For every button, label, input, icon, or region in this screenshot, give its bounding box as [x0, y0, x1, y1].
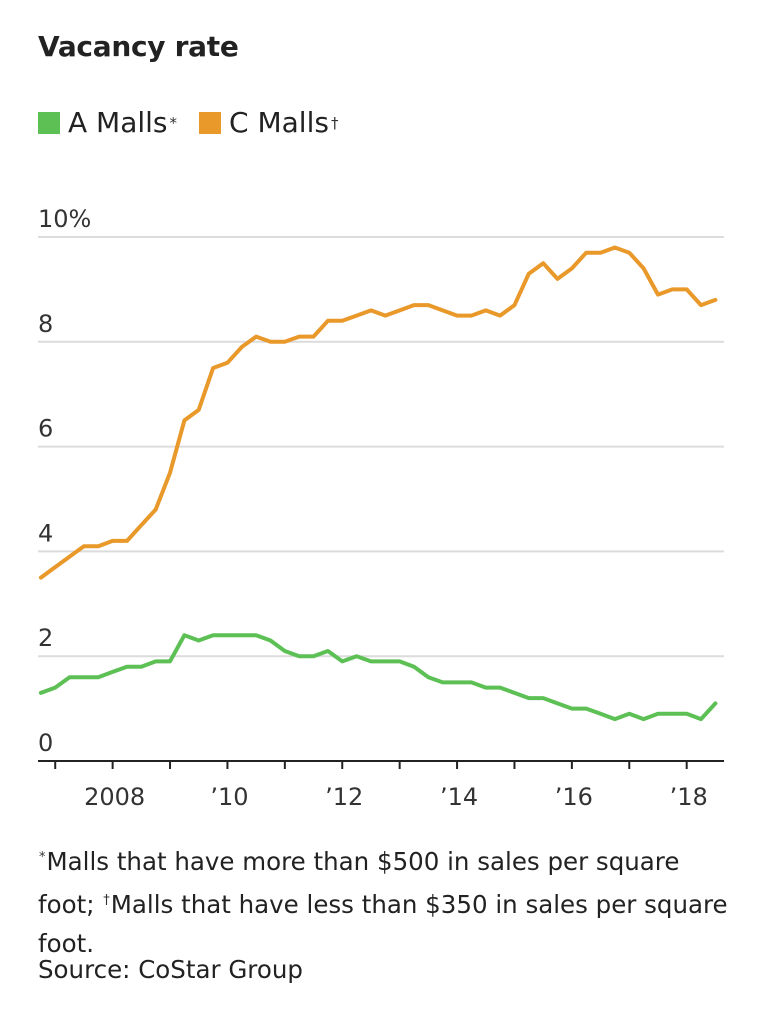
legend-item-c-malls: C Malls †: [199, 106, 338, 139]
y-tick-label: 8: [38, 310, 53, 338]
footnote-mark-c: †: [103, 893, 110, 909]
footnote: *Malls that have more than $500 in sales…: [38, 838, 738, 963]
footnote-text-c: Malls that have less than $350 in sales …: [38, 890, 728, 959]
legend-label-c-malls: C Malls: [229, 106, 329, 139]
footnote-mark-a: *: [39, 850, 46, 865]
legend-mark-c-malls: †: [330, 113, 339, 132]
y-tick-label: 4: [38, 519, 53, 547]
footnote-text-a: Malls that have more than $500 in sales …: [38, 847, 680, 920]
legend-swatch-a-malls: [38, 111, 60, 134]
legend-swatch-c-malls: [199, 111, 222, 134]
source-note: Source: CoStar Group: [38, 955, 303, 984]
x-tick-label: ’12: [325, 783, 363, 811]
x-tick-label: ’10: [210, 783, 248, 811]
x-tick-label: ’14: [440, 783, 478, 811]
y-tick-label: 10%: [38, 205, 91, 233]
legend-item-a-malls: A Malls *: [38, 106, 177, 139]
legend: A Malls * C Malls †: [38, 106, 360, 139]
y-tick-label: 2: [38, 624, 53, 652]
legend-mark-a-malls: *: [169, 113, 178, 132]
series-line-c-malls: [38, 245, 718, 580]
y-tick-label: 6: [38, 415, 53, 443]
line-chart: 0 2 4 6 8 10% 2008 ’10 ’12 ’14 ’16 ’18: [38, 205, 724, 811]
x-tick-label: ’18: [670, 783, 708, 811]
series-line-a-malls: [38, 633, 718, 722]
legend-label-a-malls: A Malls: [68, 106, 168, 139]
x-tick-label: ’16: [555, 783, 593, 811]
x-tick-label: 2008: [84, 783, 145, 811]
y-tick-label: 0: [38, 729, 53, 757]
chart-title: Vacancy rate: [38, 30, 239, 63]
